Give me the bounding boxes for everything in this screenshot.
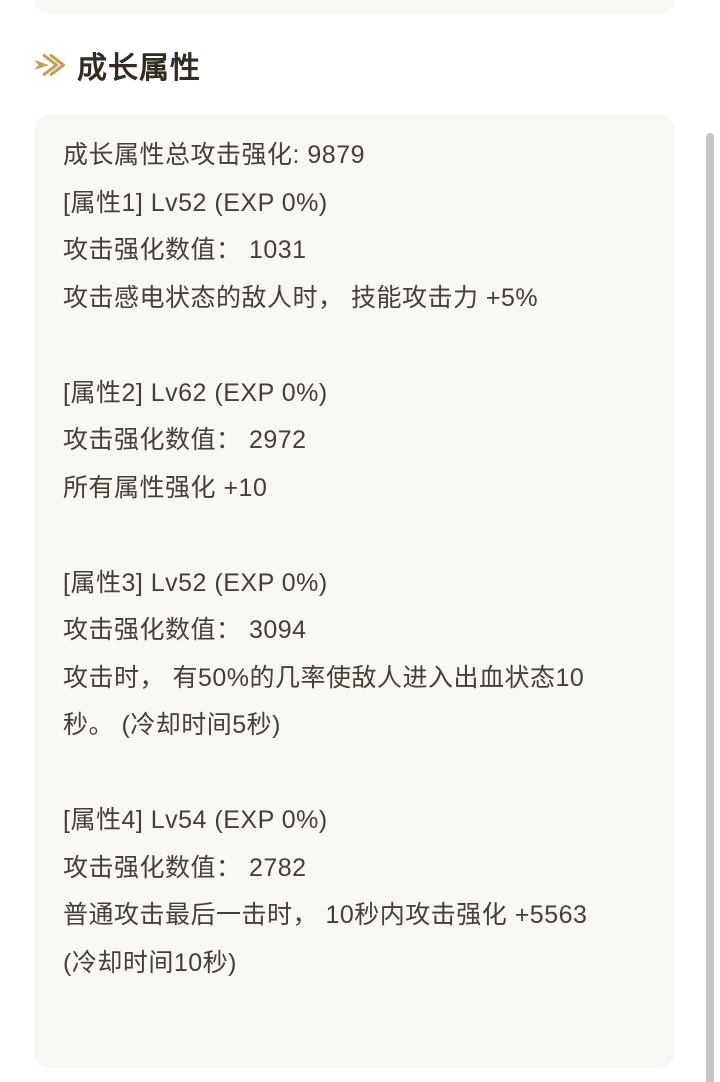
attribute-desc-line: 攻击感电状态的敌人时， 技能攻击力 +5%	[63, 283, 539, 312]
attribute-desc-line: (冷却时间10秒)	[63, 948, 237, 977]
attribute-desc-line: 所有属性强化 +10	[63, 473, 268, 502]
attribute-value-line: 攻击强化数值： 3094	[63, 616, 307, 644]
attribute-group-4: [属性4] Lv54 (EXP 0%) 攻击强化数值： 2782 普通攻击最后一…	[63, 797, 651, 987]
attribute-header: [属性3] Lv52 (EXP 0%)	[63, 568, 328, 597]
attribute-desc-line: 普通攻击最后一击时， 10秒内攻击强化 +5563	[63, 901, 588, 929]
attribute-header: [属性2] Lv62 (EXP 0%)	[63, 378, 328, 407]
attribute-desc-line: 秒。 (冷却时间5秒)	[63, 711, 282, 739]
section-title: 成长属性	[77, 52, 201, 85]
section-header: 成长属性	[33, 46, 201, 85]
attribute-group-3: [属性3] Lv52 (EXP 0%) 攻击强化数值： 3094 攻击时， 有5…	[63, 560, 651, 750]
attribute-header: [属性1] Lv52 (EXP 0%)	[63, 188, 328, 217]
scrollbar-thumb[interactable]	[706, 133, 714, 1082]
total-attack-strengthen-line: 成长属性总攻击强化: 9879	[63, 141, 366, 169]
double-chevron-arrow-icon	[33, 51, 67, 79]
attribute-value-line: 攻击强化数值： 1031	[63, 236, 307, 264]
attribute-group-1: [属性1] Lv52 (EXP 0%) 攻击强化数值： 1031 攻击感电状态的…	[63, 180, 651, 323]
attribute-header: [属性4] Lv54 (EXP 0%)	[63, 806, 328, 834]
attribute-desc-line: 攻击时， 有50%的几率使敌人进入出血状态10	[63, 663, 585, 692]
attribute-value-line: 攻击强化数值： 2782	[63, 853, 307, 882]
growth-attributes-panel: 成长属性总攻击强化: 9879 [属性1] Lv52 (EXP 0%) 攻击强化…	[34, 114, 675, 1068]
previous-card-remnant	[34, 0, 675, 13]
attribute-value-line: 攻击强化数值： 2972	[63, 426, 307, 454]
attribute-group-2: [属性2] Lv62 (EXP 0%) 攻击强化数值： 2972 所有属性强化 …	[63, 370, 651, 513]
